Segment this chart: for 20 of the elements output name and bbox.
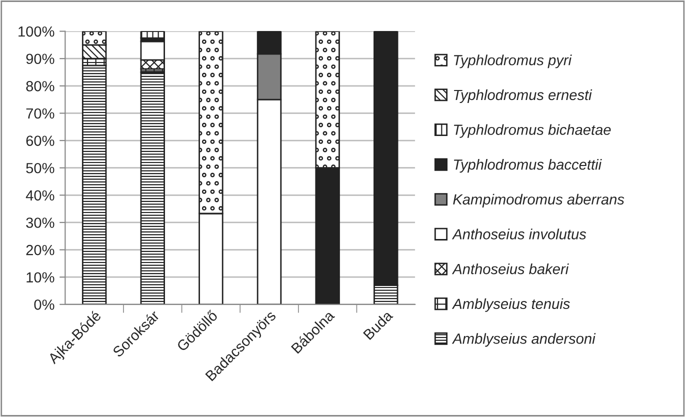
legend-label: Typhlodromus ernesti bbox=[454, 89, 592, 103]
legend-label: Anthoseius involutus bbox=[452, 228, 586, 240]
legend-label: Kampimodromus aberrans bbox=[453, 194, 624, 208]
legend-label: Amblyseius tenuis bbox=[452, 298, 570, 312]
y-tick-label: 10% bbox=[26, 272, 54, 283]
y-tick-label: 100% bbox=[18, 26, 54, 37]
y-tick-label: 20% bbox=[26, 244, 54, 256]
legend-label: Typhlodromus baccettii bbox=[454, 159, 602, 173]
y-tick-label: 70% bbox=[26, 108, 54, 119]
y-tick-label: 60% bbox=[26, 136, 54, 146]
legend-label: Amblyseius andersoni bbox=[452, 333, 596, 347]
y-tick-label: 40% bbox=[26, 190, 54, 201]
y-tick-label: 90% bbox=[26, 54, 54, 64]
y-tick-label: 30% bbox=[26, 218, 54, 228]
legend-label: Anthoseius bakeri bbox=[452, 263, 569, 274]
y-tick-label: 50% bbox=[26, 162, 54, 174]
legend-label: Typhlodromus bichaetae bbox=[454, 124, 611, 138]
y-tick-label: 80% bbox=[26, 81, 54, 92]
y-tick-label: 0% bbox=[34, 300, 54, 310]
legend-label: Typhlodromus pyri bbox=[454, 54, 572, 68]
